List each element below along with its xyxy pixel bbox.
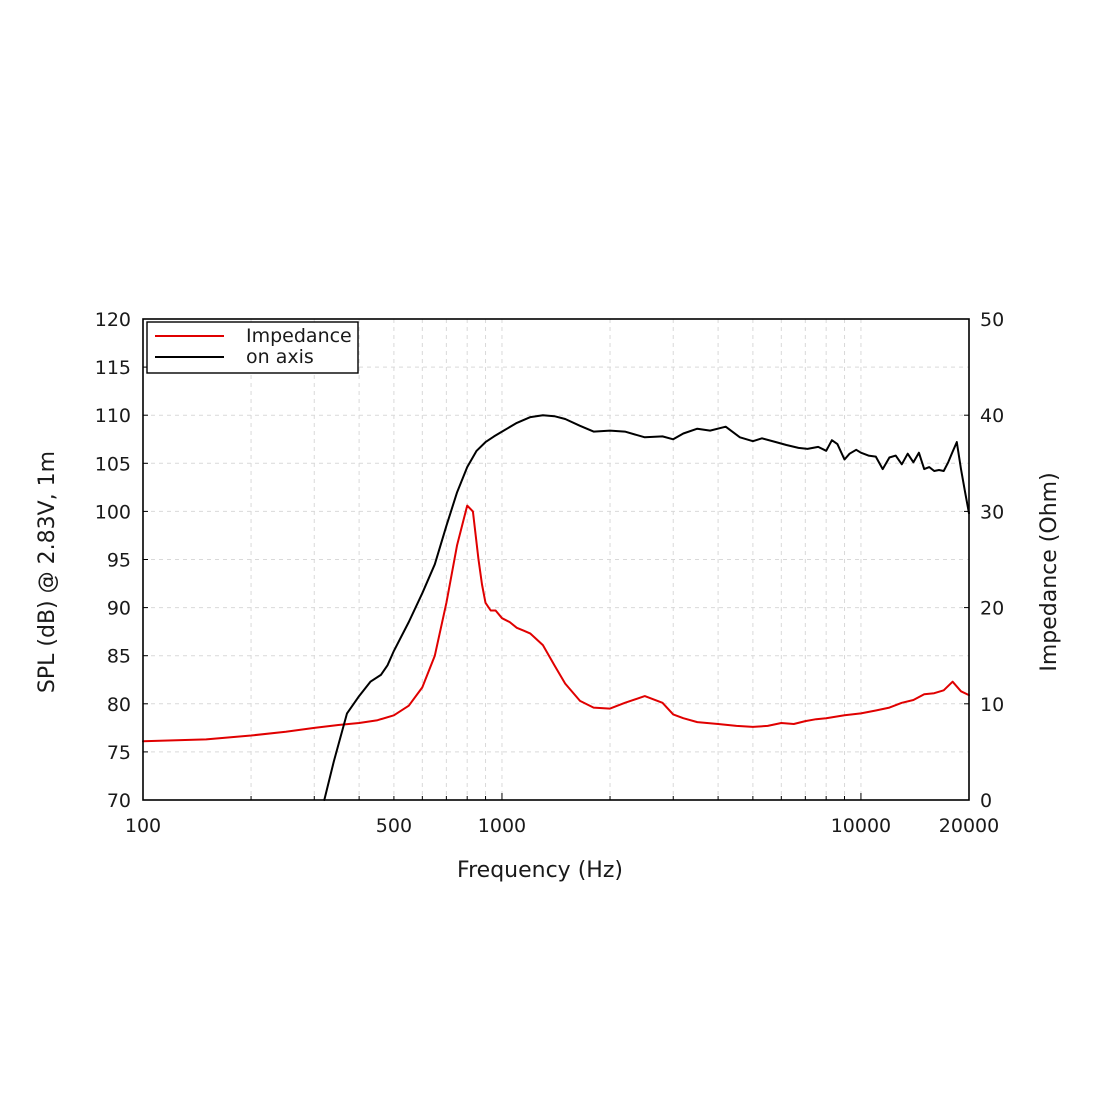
legend-label-on-axis: on axis <box>246 346 314 368</box>
y-right-tick-label: 50 <box>980 309 1004 331</box>
x-tick-label: 10000 <box>831 815 891 837</box>
y-left-tick-label: 110 <box>95 405 131 427</box>
x-tick-label: 1000 <box>478 815 526 837</box>
y-left-tick-label: 85 <box>107 646 131 668</box>
y-left-tick-label: 100 <box>95 501 131 523</box>
y-left-tick-label: 80 <box>107 694 131 716</box>
series-line-impedance <box>142 504 970 743</box>
y-right-tick-label: 0 <box>980 790 992 812</box>
x-tick-label: 100 <box>125 815 161 837</box>
y-left-tick-label: 115 <box>95 357 131 379</box>
y-right-tick-label: 10 <box>980 694 1004 716</box>
tick-labels: 100 500 1000 10000 2000070758085909510010511… <box>95 309 1004 837</box>
series-line-on-axis <box>323 414 970 801</box>
y-left-tick-label: 70 <box>107 790 131 812</box>
y-left-tick-label: 95 <box>107 550 131 572</box>
legend-label-impedance: Impedance <box>246 325 352 347</box>
y-axis-right-title: Impedance (Ohm) <box>1037 472 1062 671</box>
y-left-tick-label: 90 <box>107 598 131 620</box>
y-axis-left-title: SPL (dB) @ 2.83V, 1m <box>35 451 60 693</box>
x-tick-label: 20000 <box>939 815 999 837</box>
y-left-tick-label: 75 <box>107 742 131 764</box>
y-left-tick-label: 105 <box>95 453 131 475</box>
legend: Impedance on axis <box>146 321 359 374</box>
grid <box>143 319 969 800</box>
x-axis-title: Frequency (Hz) <box>457 858 623 883</box>
legend-box <box>146 321 359 374</box>
series-layer <box>142 414 970 801</box>
y-right-tick-label: 30 <box>980 501 1004 523</box>
y-right-tick-label: 20 <box>980 598 1004 620</box>
y-right-tick-label: 40 <box>980 405 1004 427</box>
y-left-tick-label: 120 <box>95 309 131 331</box>
x-tick-label: 500 <box>376 815 412 837</box>
